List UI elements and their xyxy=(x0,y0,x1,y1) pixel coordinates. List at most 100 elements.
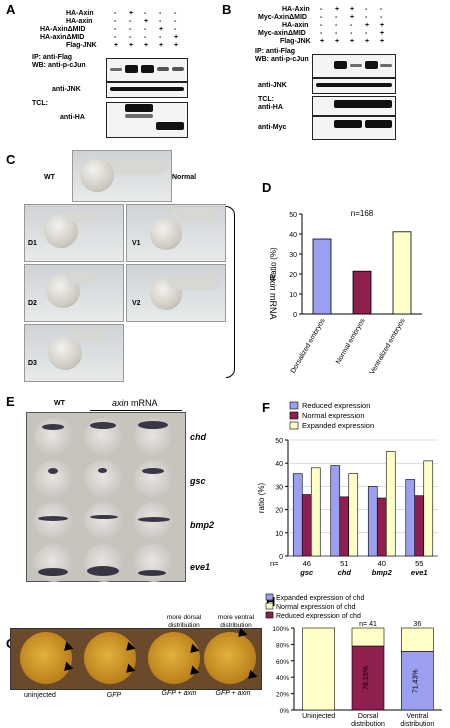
h-category-label: distribution xyxy=(351,721,385,728)
f-bar xyxy=(339,496,350,557)
a-row-2: HA-AxinΔMID xyxy=(40,26,86,33)
e-expression-mark xyxy=(138,570,166,576)
band xyxy=(110,87,184,91)
b-row-1: Myc-AxinΔMID xyxy=(258,14,307,21)
b-sign: - xyxy=(335,22,338,29)
band xyxy=(125,65,138,73)
e-ish-embryo xyxy=(134,418,174,456)
d-y-tick-label: 20 xyxy=(289,272,297,279)
h-bar-segment xyxy=(401,627,434,652)
f-bar xyxy=(301,494,312,557)
d-y-tick-label: 50 xyxy=(289,212,297,219)
panel-label-a: A xyxy=(6,2,16,17)
f-gene-label: eve1 xyxy=(411,568,428,577)
h-category-label: Dorsal xyxy=(358,713,379,720)
b-sign: - xyxy=(335,30,338,37)
a-sign: - xyxy=(159,18,162,25)
f-legend-swatch xyxy=(289,411,299,420)
a-sign: - xyxy=(159,34,162,41)
a-sign: - xyxy=(159,10,162,17)
band xyxy=(365,61,378,69)
a-row-4: Flag-JNK xyxy=(66,42,97,49)
tail xyxy=(70,330,106,342)
h-category-label: Ventral xyxy=(406,713,428,720)
e-ish-embryo xyxy=(84,544,124,582)
b-sign: - xyxy=(350,30,353,37)
f-n-value: 55 xyxy=(415,559,423,568)
e-expression-mark xyxy=(48,468,58,474)
f-bar xyxy=(414,495,425,557)
b-myc: anti-Myc xyxy=(258,124,287,131)
b-row-3: Myc-axinΔMID xyxy=(258,30,306,37)
band xyxy=(172,67,184,71)
a-blot-ha xyxy=(106,102,188,138)
b-sign: + xyxy=(335,38,340,45)
a-sign: - xyxy=(114,34,117,41)
a-ip: IP: anti-Flag xyxy=(32,54,73,61)
chart-d: 0 10 20 30 40 50 Ratio (%) n=168 Dorsalized embr… xyxy=(269,209,422,376)
f-n-value: 51 xyxy=(340,559,348,568)
d-y-tick-label: 0 xyxy=(293,312,297,319)
c-normal: Normal xyxy=(172,174,197,181)
g-label-0: uninjected xyxy=(24,692,56,699)
e-mrna-header: axin mRNA xyxy=(112,398,158,408)
d-y-tick-label: 30 xyxy=(289,252,297,259)
g-embryo xyxy=(20,632,72,684)
f-gene-label: chd xyxy=(338,568,352,577)
d-category-label: Dorsalized embryos xyxy=(290,317,327,375)
e-mrna-line xyxy=(90,410,182,411)
c-wt: WT xyxy=(44,174,55,181)
f-bar xyxy=(348,473,359,557)
f-n-value: 46 xyxy=(303,559,311,568)
b-sign: - xyxy=(320,14,323,21)
tail xyxy=(168,274,220,290)
f-bar xyxy=(405,479,416,557)
band xyxy=(125,114,153,118)
b-sign: - xyxy=(320,22,323,29)
f-legend-label: Expanded expression xyxy=(302,421,374,430)
e-ish-embryo xyxy=(34,544,74,582)
b-sign: - xyxy=(350,22,353,29)
a-sign: + xyxy=(144,42,149,49)
g-top-dorsal: more dorsal distribution xyxy=(166,614,202,629)
a-sign: - xyxy=(174,18,177,25)
f-y-axis-label: ratio (%) xyxy=(257,483,266,514)
e-ish-embryo xyxy=(134,502,174,540)
f-bar xyxy=(423,460,434,557)
a-sign: + xyxy=(159,26,164,33)
b-sign: - xyxy=(380,6,383,13)
tail xyxy=(170,208,218,222)
a-sign: + xyxy=(144,18,149,25)
f-n-value: 40 xyxy=(378,559,386,568)
e-expression-mark xyxy=(90,422,116,429)
h-y-tick-label: 20% xyxy=(276,692,289,699)
e-ish-embryo xyxy=(34,460,74,498)
e-gene-0: chd xyxy=(190,432,207,442)
f-n-prefix: n= xyxy=(270,559,279,568)
f-legend-label: Normal expression xyxy=(302,411,365,420)
d-bar xyxy=(312,238,332,315)
f-y-tick-label: 40 xyxy=(275,461,283,468)
e-expression-mark xyxy=(142,468,164,474)
b-sign: - xyxy=(320,6,323,13)
e-gene-2: bmp2 xyxy=(190,520,215,530)
a-sign: - xyxy=(114,18,117,25)
d-y-tick-label: 40 xyxy=(289,232,297,239)
band xyxy=(334,61,347,69)
band xyxy=(110,68,122,71)
a-tcl: TCL: xyxy=(32,100,48,107)
f-bar xyxy=(310,467,321,557)
f-gene-label: bmp2 xyxy=(372,568,393,577)
c-label-d2: D2 xyxy=(28,300,37,307)
b-sign: + xyxy=(350,14,355,21)
b-sign: + xyxy=(320,38,325,45)
band xyxy=(350,64,362,67)
a-wb: WB: anti-p-cJun xyxy=(32,62,86,69)
b-row-0: HA-Axin xyxy=(282,6,310,13)
b-sign: - xyxy=(380,14,383,21)
band xyxy=(316,83,392,87)
h-legend-swatch xyxy=(265,611,274,619)
band xyxy=(365,120,392,128)
g-label-3: GFP + axin xyxy=(215,690,251,697)
f-bar xyxy=(385,451,396,557)
